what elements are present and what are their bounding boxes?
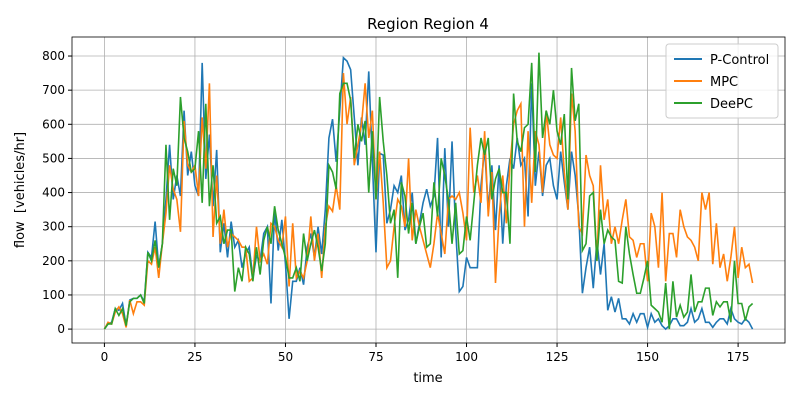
y-tick-label: 300 [42,220,65,234]
x-tick-label: 25 [187,350,202,364]
y-tick-label: 400 [42,186,65,200]
line-series [103,73,754,330]
line-series [103,52,754,330]
x-tick-label: 150 [636,350,659,364]
legend-label: DeePC [710,97,753,112]
y-axis-label: flow [vehicles/hr] [13,132,28,248]
y-tick-label: 700 [42,83,65,97]
x-axis-label: time [413,371,442,386]
legend-label: MPC [710,75,738,90]
x-tick-label: 50 [278,350,293,364]
x-tick-label: 175 [727,350,750,364]
chart-title: Region Region 4 [367,15,489,33]
y-tick-label: 200 [42,254,65,268]
x-tick-label: 125 [546,350,569,364]
x-tick-label: 75 [368,350,383,364]
x-tick-label: 100 [455,350,478,364]
y-tick-label: 100 [42,288,65,302]
legend-label: P-Control [710,53,769,68]
y-tick-label: 800 [42,49,65,63]
y-tick-label: 600 [42,117,65,131]
y-tick-label: 0 [57,322,65,336]
x-tick-label: 0 [101,350,109,364]
y-tick-label: 500 [42,151,65,165]
legend-box [665,43,779,119]
plot-frame [71,36,786,344]
